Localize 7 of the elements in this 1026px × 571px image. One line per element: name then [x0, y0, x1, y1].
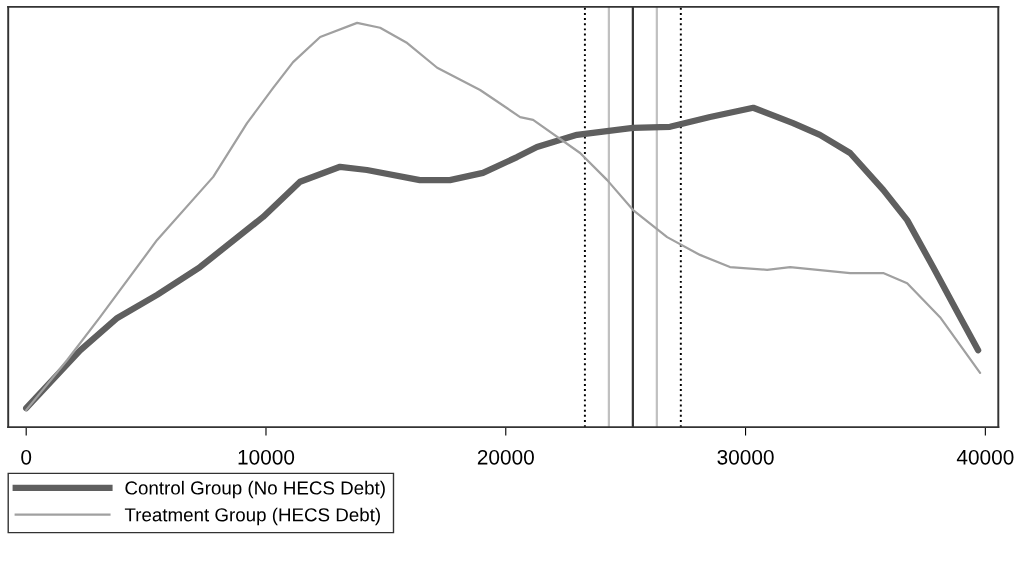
x-tick-label: 10000 — [238, 449, 295, 465]
x-tick-label: 0 — [21, 449, 32, 465]
legend-label: Treatment Group (HECS Debt) — [124, 507, 380, 526]
x-tick-label: 40000 — [956, 449, 1014, 465]
x-tick-label: 30000 — [717, 449, 774, 465]
legend-label: Control Group (No HECS Debt) — [125, 480, 385, 499]
x-tick-label: 20000 — [477, 449, 534, 465]
